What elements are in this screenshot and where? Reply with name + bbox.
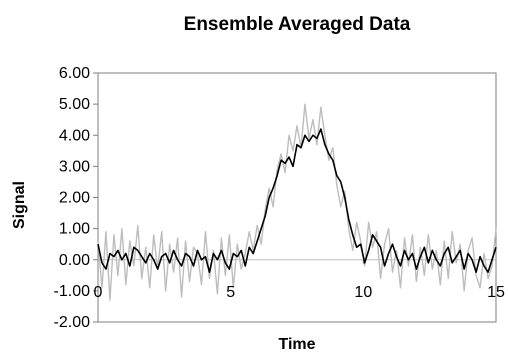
x-axis-label: Time xyxy=(278,336,316,353)
x-tick-label: 15 xyxy=(487,284,505,301)
series-line-average xyxy=(97,128,497,274)
series-line-raw xyxy=(97,103,497,301)
chart-title: Ensemble Averaged Data xyxy=(183,14,411,35)
y-tick-label: 6.00 xyxy=(59,65,90,82)
plot-frame xyxy=(97,72,497,323)
y-tick-label: 5.00 xyxy=(59,96,90,113)
y-tick-label: 4.00 xyxy=(59,127,90,144)
x-tick-label: 10 xyxy=(354,284,372,301)
y-tick-label: -1.00 xyxy=(54,283,91,300)
y-tick-label: 2.00 xyxy=(59,190,90,207)
y-tick-label: 1.00 xyxy=(59,221,90,238)
y-tick-label: -2.00 xyxy=(54,314,91,331)
x-tick-label: 0 xyxy=(94,284,103,301)
x-tick-label: 5 xyxy=(226,284,235,301)
y-tick-label: 3.00 xyxy=(59,158,90,175)
y-tick-label: 0.00 xyxy=(59,252,90,269)
